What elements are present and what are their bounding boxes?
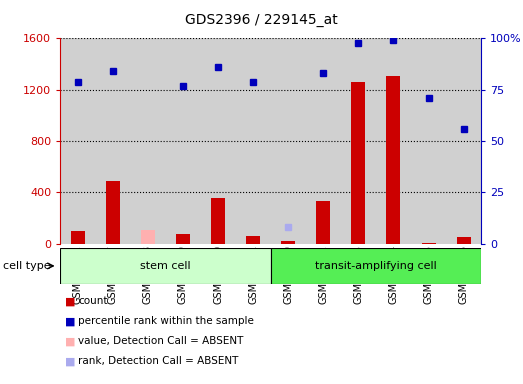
- Text: GDS2396 / 229145_at: GDS2396 / 229145_at: [185, 13, 338, 27]
- Bar: [422, 243, 436, 244]
- Bar: [176, 233, 190, 244]
- Bar: [200, 38, 235, 244]
- Text: ■: ■: [65, 356, 76, 366]
- Text: ■: ■: [65, 336, 76, 346]
- Bar: [165, 38, 200, 244]
- Text: rank, Detection Call = ABSENT: rank, Detection Call = ABSENT: [78, 356, 239, 366]
- Bar: [271, 38, 306, 244]
- Text: value, Detection Call = ABSENT: value, Detection Call = ABSENT: [78, 336, 244, 346]
- Bar: [130, 38, 165, 244]
- Bar: [211, 198, 225, 244]
- Bar: [316, 202, 331, 244]
- Bar: [306, 38, 341, 244]
- Text: count: count: [78, 296, 108, 306]
- Bar: [281, 241, 295, 244]
- Bar: [60, 38, 95, 244]
- Bar: [141, 241, 155, 244]
- Bar: [141, 230, 155, 244]
- Bar: [411, 38, 446, 244]
- Bar: [376, 38, 411, 244]
- Bar: [341, 38, 376, 244]
- Text: cell type: cell type: [3, 261, 50, 271]
- Bar: [271, 248, 481, 284]
- Text: stem cell: stem cell: [140, 261, 191, 271]
- Bar: [106, 181, 120, 244]
- Bar: [235, 38, 271, 244]
- Text: ■: ■: [65, 316, 76, 326]
- Bar: [71, 231, 85, 244]
- Bar: [95, 38, 130, 244]
- Bar: [457, 237, 471, 244]
- Bar: [386, 76, 401, 244]
- Text: ■: ■: [65, 296, 76, 306]
- Bar: [351, 82, 366, 244]
- Bar: [246, 236, 260, 244]
- Bar: [446, 38, 481, 244]
- Bar: [60, 248, 271, 284]
- Text: transit-amplifying cell: transit-amplifying cell: [315, 261, 437, 271]
- Text: percentile rank within the sample: percentile rank within the sample: [78, 316, 254, 326]
